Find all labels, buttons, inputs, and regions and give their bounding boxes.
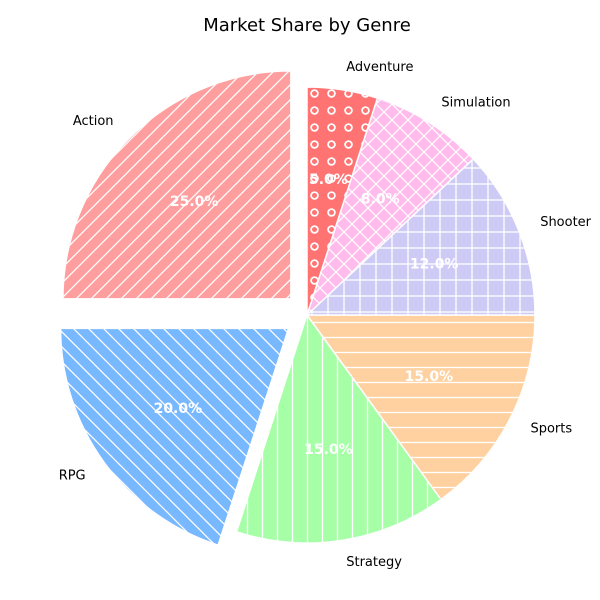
chart-title: Market Share by Genre xyxy=(203,15,411,36)
percentage-label-strategy: 15.0% xyxy=(304,442,353,458)
category-label-strategy: Strategy xyxy=(346,555,402,570)
slice-action xyxy=(62,70,292,300)
percentage-labels: 25.0% 20.0% 15.0% 15.0% 12.0% 8.0% 5.0% xyxy=(154,172,459,458)
slice-shooter xyxy=(305,157,536,316)
percentage-label-adventure: 5.0% xyxy=(309,172,348,188)
slice-sports xyxy=(305,314,536,501)
slice-strategy xyxy=(235,313,443,544)
category-label-sports: Sports xyxy=(530,421,572,436)
pie-slices xyxy=(59,70,536,547)
slice-simulation xyxy=(306,97,475,316)
percentage-label-sports: 15.0% xyxy=(405,369,454,385)
percentage-label-shooter: 12.0% xyxy=(410,257,459,273)
category-label-rpg: RPG xyxy=(59,468,86,483)
slice-adventure xyxy=(306,86,379,316)
category-label-shooter: Shooter xyxy=(540,215,591,230)
percentage-label-action: 25.0% xyxy=(170,194,219,210)
percentage-label-rpg: 20.0% xyxy=(154,401,203,417)
category-label-action: Action xyxy=(73,114,114,129)
percentage-label-simulation: 8.0% xyxy=(361,191,400,207)
category-label-adventure: Adventure xyxy=(346,60,413,75)
category-label-simulation: Simulation xyxy=(441,96,510,111)
category-labels: Action RPG Strategy Sports Shooter Simulation… xyxy=(59,60,592,570)
slice-rpg xyxy=(59,327,290,547)
